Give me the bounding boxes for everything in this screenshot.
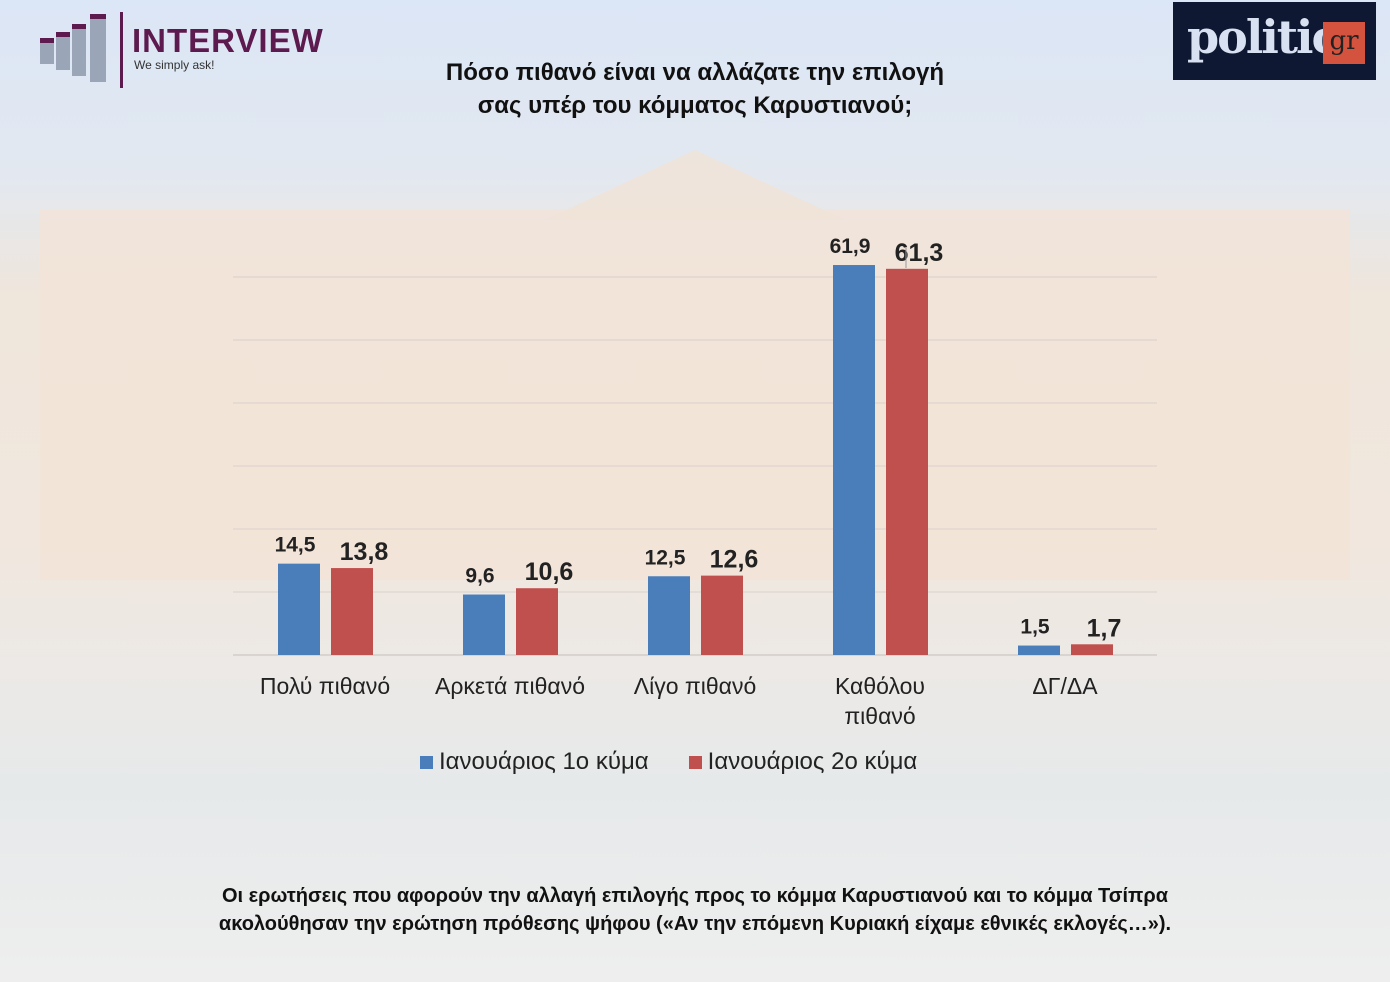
- interview-logo: INTERVIEW We simply ask!: [38, 10, 348, 90]
- background-building: [40, 210, 1350, 580]
- legend-item-2: Ιανουάριος 2ο κύμα: [688, 748, 917, 776]
- politic-logo: politic gr: [1173, 2, 1376, 80]
- data-label: 13,8: [340, 538, 389, 566]
- category-label: ΔΓ/ΔΑ: [1032, 673, 1098, 699]
- footnote: Οι ερωτήσεις που αφορούν την αλλαγή επιλ…: [218, 885, 1172, 935]
- data-label: 61,3: [895, 239, 944, 267]
- data-label: 9,6: [465, 565, 494, 588]
- category-label: Πολύ πιθανό: [260, 673, 390, 699]
- data-label: 10,6: [525, 558, 574, 586]
- data-label: 12,6: [710, 546, 759, 574]
- data-label: 12,5: [645, 546, 686, 569]
- bars-logo-icon: [40, 14, 106, 82]
- logo-tagline: We simply ask!: [134, 58, 215, 72]
- category-label: Καθόλου: [835, 673, 925, 699]
- bar-2: [331, 568, 373, 655]
- bar-1: [278, 563, 320, 655]
- bar-1: [1018, 645, 1060, 655]
- bar-1: [648, 576, 690, 655]
- legend-item-1: Ιανουάριος 1ο κύμα: [420, 748, 649, 776]
- category-label: πιθανό: [844, 703, 915, 729]
- data-label: 1,7: [1087, 614, 1122, 642]
- data-label: 14,5: [275, 534, 316, 557]
- chart-title: Πόσο πιθανό είναι να αλλάζατε την επιλογ…: [445, 59, 945, 119]
- data-label: 61,9: [830, 235, 871, 258]
- bar-1: [463, 594, 505, 655]
- bar-2: [701, 575, 743, 655]
- bar-1: [833, 265, 875, 655]
- category-label: Λίγο πιθανό: [634, 673, 757, 699]
- data-label: 1,5: [1020, 616, 1050, 639]
- legend: Ιανουάριος 1ο κύμα Ιανουάριος 2ο κύμα: [420, 748, 917, 776]
- bar-2: [516, 588, 558, 655]
- bar-2: [886, 268, 928, 655]
- logo-name: INTERVIEW: [132, 22, 324, 59]
- bar-2: [1071, 644, 1113, 655]
- category-label: Αρκετά πιθανό: [435, 673, 585, 699]
